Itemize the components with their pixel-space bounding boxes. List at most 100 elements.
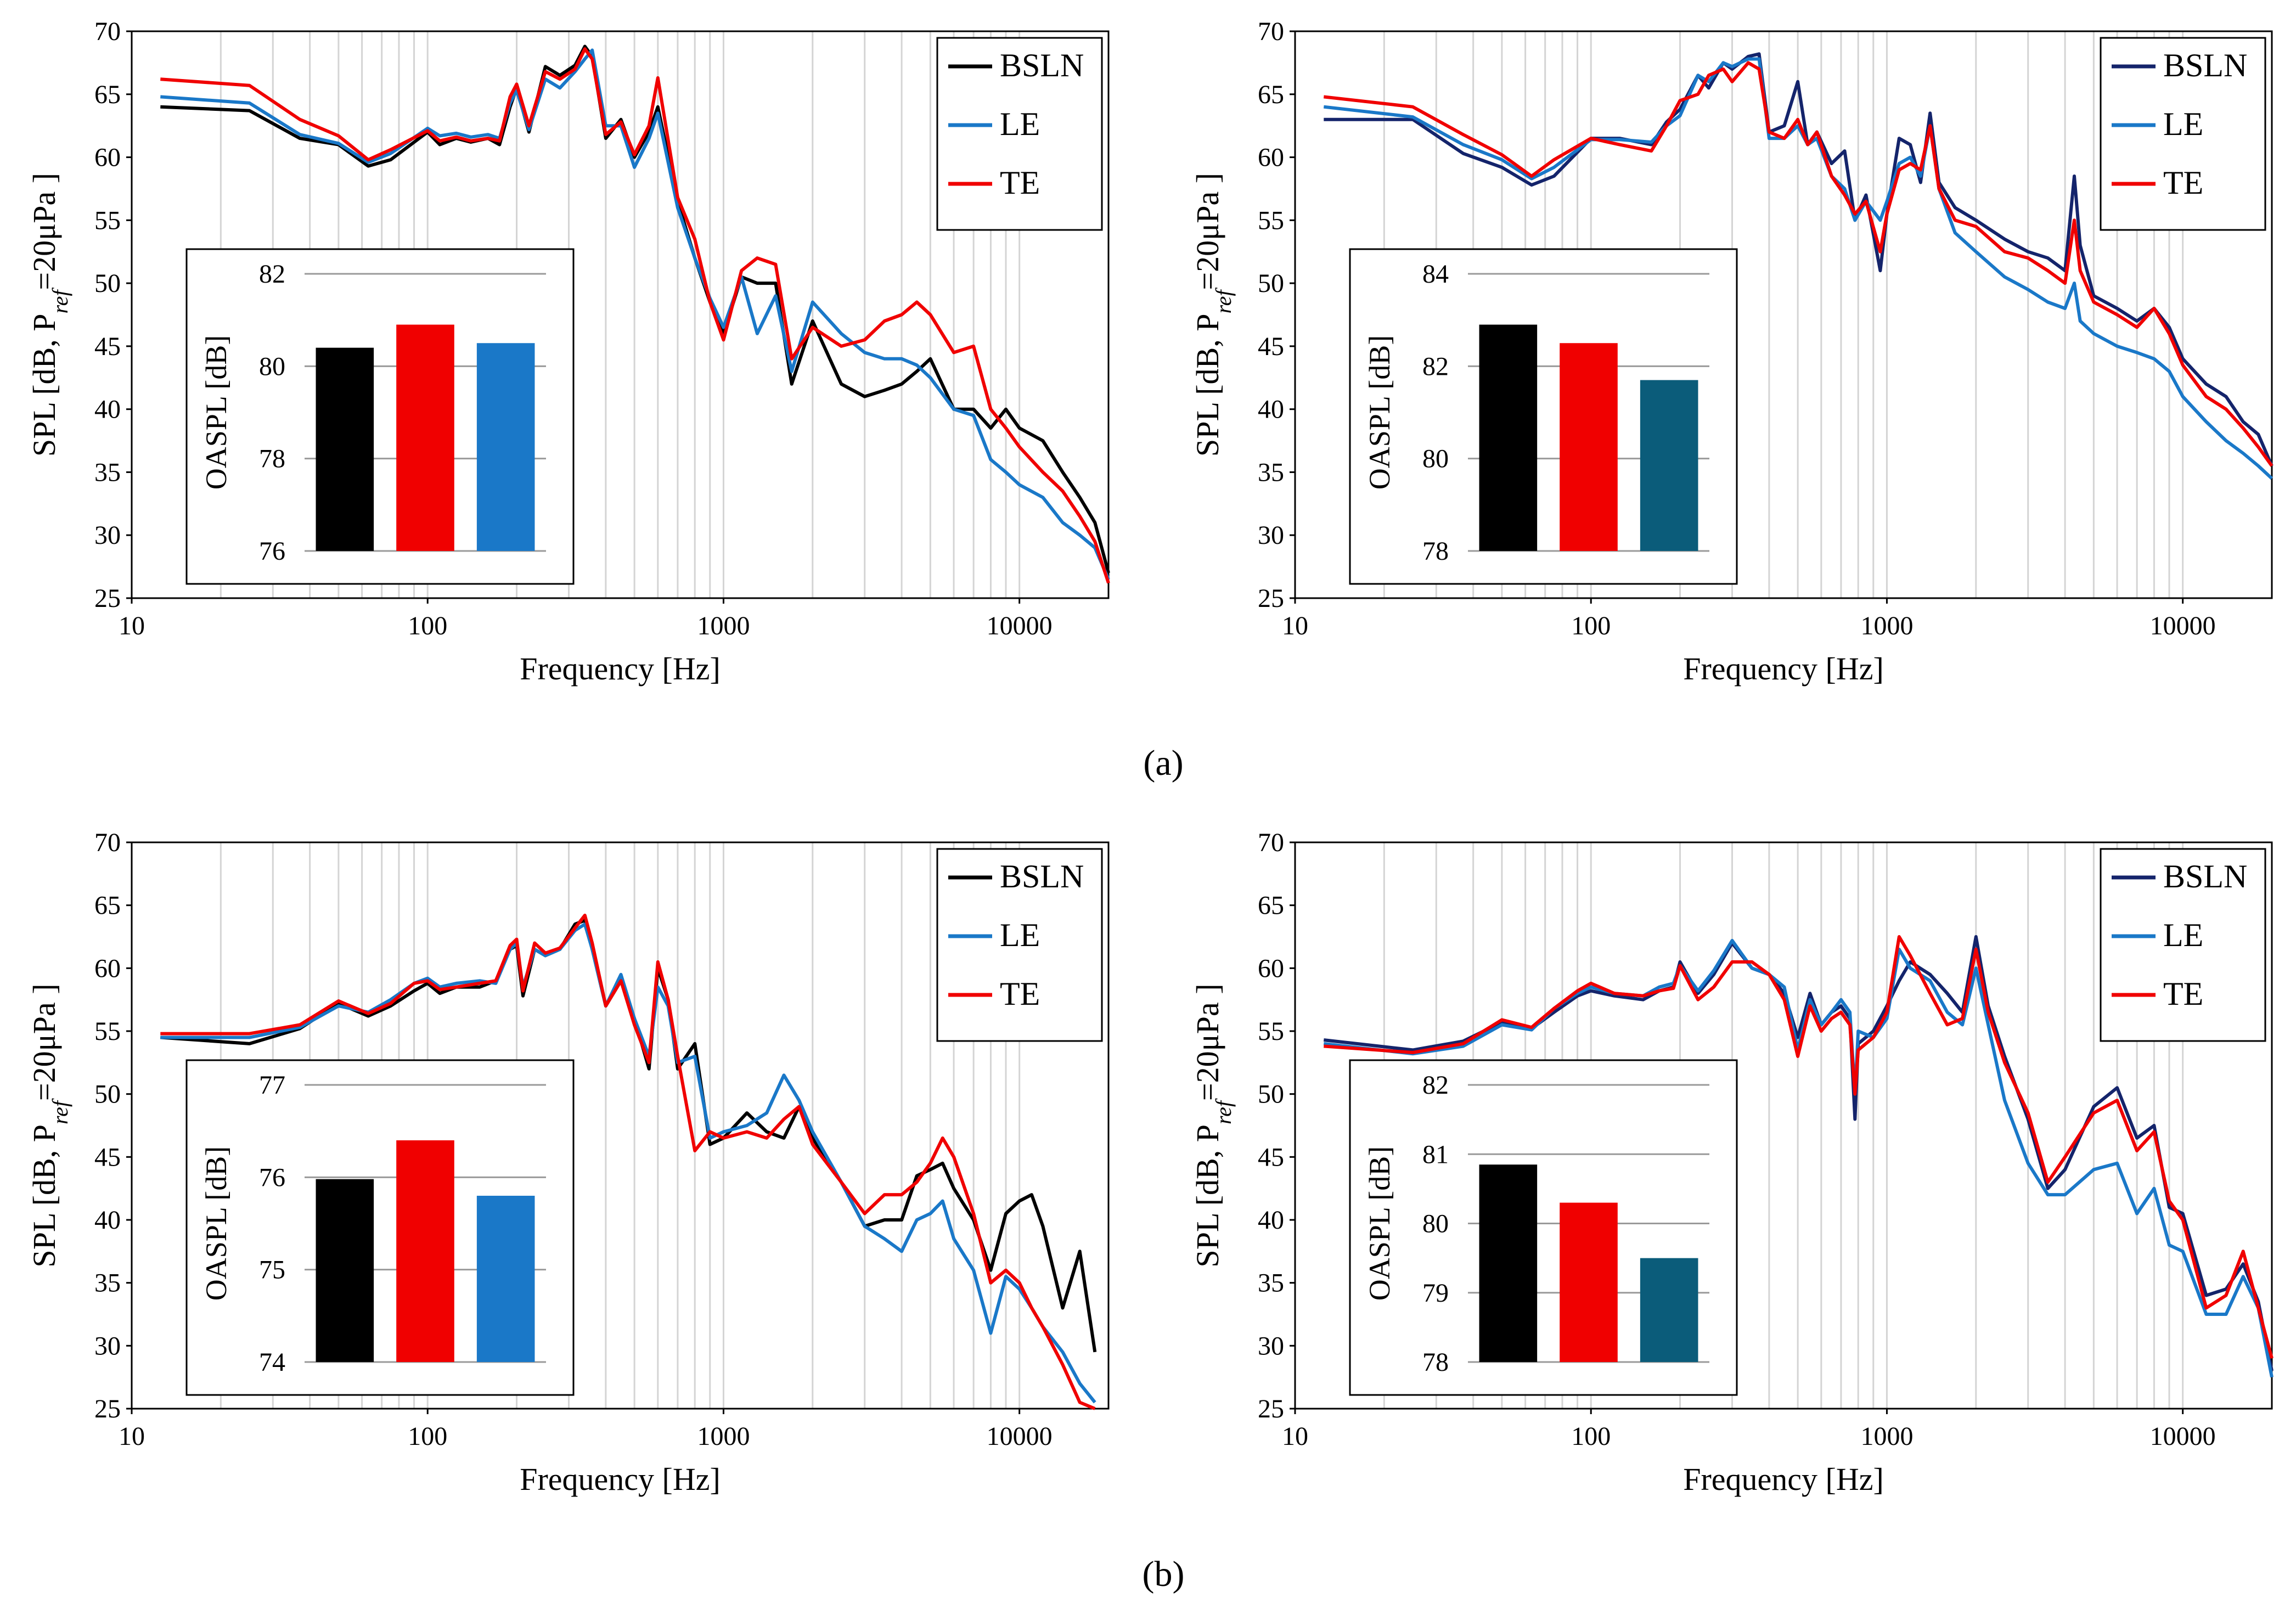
y-tick-label: 50 xyxy=(1258,1080,1284,1109)
series-line-le xyxy=(160,48,1110,580)
series-line-le xyxy=(1323,57,2274,480)
y-tick-label: 60 xyxy=(94,954,121,983)
y-tick-label: 65 xyxy=(1258,80,1284,109)
legend-entry-le: LE xyxy=(1000,106,1040,142)
inset-y-tick-label: 82 xyxy=(1422,1071,1449,1100)
x-tick-label: 10000 xyxy=(2150,611,2216,640)
y-tick-label: 55 xyxy=(94,1017,121,1046)
x-tick-label: 100 xyxy=(408,1422,447,1451)
y-tick-label: 65 xyxy=(94,80,121,109)
x-axis-label: Frequency [Hz] xyxy=(1683,1461,1884,1497)
y-tick-label: 40 xyxy=(1258,395,1284,424)
x-tick-label: 100 xyxy=(408,611,447,640)
y-tick-label: 30 xyxy=(1258,1331,1284,1360)
inset-bar-le xyxy=(476,1196,535,1362)
inset-bar-chart: 76 78 80 82 OASPL [dB] xyxy=(185,248,575,585)
x-tick-label: 10000 xyxy=(2150,1422,2216,1451)
chart-panel-b-right: 25 30 35 40 45 50 55 60 65 70 10 100 1000 10000 Freque… xyxy=(1190,828,2274,1497)
y-tick-label: 65 xyxy=(94,891,121,920)
inset-bar-bsln xyxy=(316,347,374,551)
inset-y-tick-label: 78 xyxy=(259,444,285,474)
legend-box xyxy=(936,848,1103,1042)
x-tick-label: 100 xyxy=(1571,611,1611,640)
x-tick-label: 10 xyxy=(1282,1422,1308,1451)
inset-bar-bsln xyxy=(316,1179,374,1362)
x-axis-label: Frequency [Hz] xyxy=(1683,651,1884,686)
x-tick-label: 10 xyxy=(119,1422,145,1451)
series-line-te xyxy=(1324,935,2274,1359)
series-line-te xyxy=(160,914,1096,1410)
caption-a: (a) xyxy=(1143,743,1183,783)
y-tick-label: 70 xyxy=(1258,17,1284,46)
series-group xyxy=(160,914,1097,1410)
chart-panel-a-right: 25 30 35 40 45 50 55 60 65 70 10 100 1000 10000 Freque… xyxy=(1190,17,2274,686)
inset-bar-chart: 74 75 76 77 OASPL [dB] xyxy=(185,1059,575,1396)
inset-bar-le xyxy=(1640,380,1698,551)
x-tick-label: 10 xyxy=(119,611,145,640)
plot-frame xyxy=(131,30,1110,599)
y-tick-label: 55 xyxy=(1258,206,1284,235)
y-tick-label: 35 xyxy=(1258,458,1284,487)
y-tick-label: 55 xyxy=(1258,1017,1284,1046)
legend-entry-te: TE xyxy=(1000,976,1040,1012)
y-tick-label: 40 xyxy=(94,395,121,424)
inset-y-tick-label: 80 xyxy=(1422,444,1449,474)
series-line-te xyxy=(1323,61,2274,467)
y-tick-label: 70 xyxy=(94,828,121,857)
legend-entry-le: LE xyxy=(2163,917,2203,953)
inset-bar-te xyxy=(396,1140,454,1362)
y-tick-label: 30 xyxy=(94,521,121,550)
inset-y-tick-label: 75 xyxy=(259,1256,285,1285)
legend: BSLN LE TE xyxy=(2100,848,2266,1042)
y-tick-label: 60 xyxy=(1258,954,1284,983)
y-axis-label: SPL [dB, Pref=20μPa ] xyxy=(1190,983,1236,1267)
inset-y-tick-label: 78 xyxy=(1422,537,1449,566)
series-line-te xyxy=(160,47,1110,584)
y-tick-label: 60 xyxy=(94,143,121,172)
x-axis-label: Frequency [Hz] xyxy=(520,651,721,686)
legend-entry-bsln: BSLN xyxy=(1000,47,1084,83)
y-tick-label: 25 xyxy=(1258,584,1284,613)
y-tick-label: 25 xyxy=(94,1394,121,1423)
y-tick-label: 25 xyxy=(1258,1394,1284,1423)
plot-frame xyxy=(131,841,1110,1410)
inset-bar-bsln xyxy=(1479,1164,1538,1362)
plot-frame xyxy=(1294,841,2273,1410)
x-tick-label: 1000 xyxy=(1860,611,1913,640)
inset-y-tick-label: 82 xyxy=(1422,352,1449,381)
y-axis-label: SPL [dB, Pref=20μPa ] xyxy=(1190,173,1236,457)
legend: BSLN LE TE xyxy=(2100,37,2266,231)
legend: BSLN LE TE xyxy=(936,848,1103,1042)
inset-y-tick-label: 78 xyxy=(1422,1348,1449,1377)
inset-y-axis-label: OASPL [dB] xyxy=(1363,1146,1396,1301)
legend-entry-bsln: BSLN xyxy=(2163,858,2247,894)
x-tick-label: 1000 xyxy=(697,1422,750,1451)
y-tick-label: 45 xyxy=(1258,332,1284,361)
series-group xyxy=(160,44,1110,584)
y-tick-label: 35 xyxy=(1258,1269,1284,1298)
y-tick-label: 35 xyxy=(94,1269,121,1298)
legend-entry-bsln: BSLN xyxy=(2163,47,2247,83)
inset-y-tick-label: 79 xyxy=(1422,1279,1449,1308)
legend-entry-bsln: BSLN xyxy=(1000,858,1084,894)
series-line-bsln xyxy=(1323,935,2274,1371)
inset-bar-le xyxy=(476,343,535,551)
y-axis-label: SPL [dB, Pref=20μPa ] xyxy=(26,983,72,1267)
legend: BSLN LE TE xyxy=(936,37,1103,231)
x-tick-label: 1000 xyxy=(1860,1422,1913,1451)
y-tick-label: 40 xyxy=(94,1206,121,1235)
inset-y-tick-label: 80 xyxy=(1422,1209,1449,1239)
x-tick-label: 100 xyxy=(1571,1422,1611,1451)
y-tick-label: 70 xyxy=(1258,828,1284,857)
y-tick-label: 50 xyxy=(1258,269,1284,298)
y-tick-label: 30 xyxy=(1258,521,1284,550)
plot-frame xyxy=(1294,30,2273,599)
inset-y-axis-label: OASPL [dB] xyxy=(1363,335,1396,490)
inset-y-tick-label: 84 xyxy=(1422,260,1449,289)
inset-bar-te xyxy=(1560,1202,1618,1362)
y-tick-label: 45 xyxy=(1258,1143,1284,1172)
inset-y-tick-label: 76 xyxy=(259,1163,285,1192)
legend-entry-le: LE xyxy=(2163,106,2203,142)
y-tick-label: 25 xyxy=(94,584,121,613)
